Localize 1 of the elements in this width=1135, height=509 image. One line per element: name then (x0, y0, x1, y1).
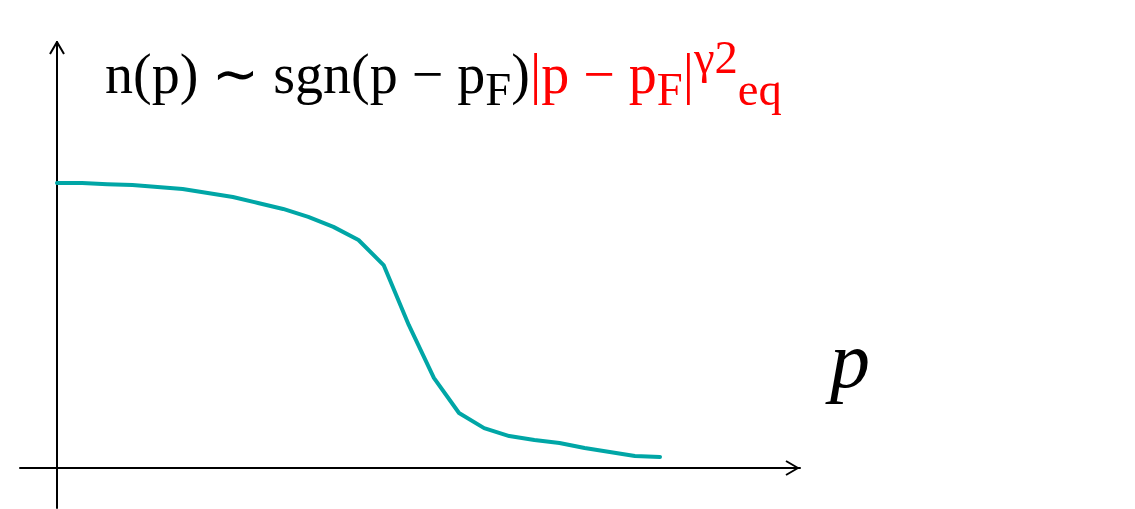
chart-title: n(p) ∼ sgn(p − p$_{F}$) (105, 41, 530, 116)
